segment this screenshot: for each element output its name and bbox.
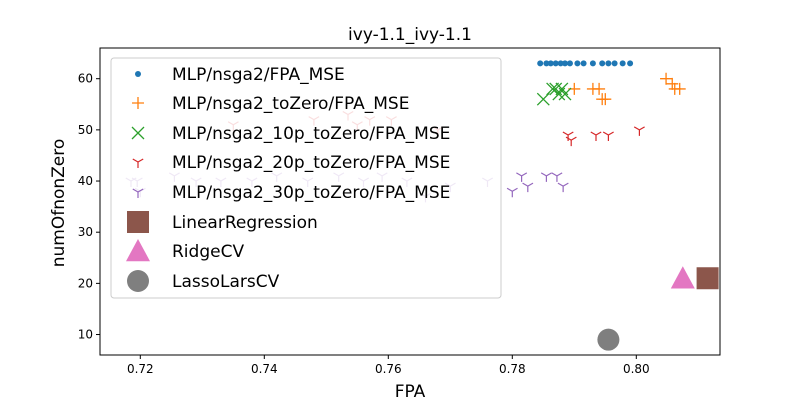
point-7-0 — [597, 328, 620, 351]
point-6-0 — [670, 266, 695, 289]
legend-marker — [131, 126, 145, 140]
y-axis: 10 20 30 40 50 60 — [78, 72, 100, 342]
legend-marker — [126, 239, 150, 262]
x-tick-label: 0.80 — [623, 362, 650, 376]
point-4-21 — [557, 182, 569, 193]
legend-entry: MLP/nsga2_30p_toZero/FPA_MSE — [132, 183, 450, 203]
point-1-4 — [599, 93, 612, 106]
legend-marker — [127, 211, 149, 233]
legend-entry: MLP/nsga2_toZero/FPA_MSE — [132, 94, 409, 114]
x-tick-label: 0.78 — [499, 362, 526, 376]
y-axis-label: numOfnonZero — [49, 139, 69, 268]
point-0-7 — [574, 60, 581, 67]
point-4-19 — [540, 172, 552, 182]
x-tick-label: 0.74 — [251, 362, 278, 376]
point-3-9 — [590, 131, 602, 141]
point-2-5 — [549, 82, 563, 96]
point-2-4 — [558, 87, 572, 101]
legend-label: LinearRegression — [172, 213, 318, 233]
point-0-0 — [537, 60, 544, 67]
y-tick-label: 30 — [78, 225, 93, 239]
point-0-13 — [619, 60, 626, 67]
point-3-8 — [565, 136, 577, 147]
x-tick-label: 0.72 — [127, 362, 154, 376]
point-0-11 — [605, 60, 612, 67]
legend: MLP/nsga2/FPA_MSE MLP/nsga2_toZero/FPA_MS… — [110, 57, 502, 299]
legend-marker — [127, 270, 149, 292]
legend-entry: MLP/nsga2/FPA_MSE — [135, 65, 345, 85]
point-0-9 — [589, 60, 596, 67]
point-4-16 — [506, 187, 518, 198]
legend-entry: MLP/nsga2_20p_toZero/FPA_MSE — [132, 153, 450, 173]
point-0-14 — [627, 60, 634, 67]
legend-label: MLP/nsga2_30p_toZero/FPA_MSE — [172, 183, 450, 203]
legend-label: MLP/nsga2_10p_toZero/FPA_MSE — [172, 124, 450, 144]
y-tick-label: 60 — [78, 72, 93, 86]
y-tick-label: 50 — [78, 123, 93, 137]
legend-marker — [132, 158, 144, 168]
point-4-17 — [516, 172, 528, 182]
point-0-4 — [557, 60, 564, 67]
point-0-2 — [547, 60, 554, 67]
point-0-6 — [566, 60, 573, 67]
y-tick-label: 40 — [78, 174, 93, 188]
plot-frame — [99, 47, 721, 356]
point-2-0 — [536, 92, 550, 106]
legend-marker — [132, 188, 144, 198]
legend-entry: LinearRegression — [127, 211, 318, 233]
x-tick-label: 0.76 — [375, 362, 402, 376]
y-tick-label: 20 — [78, 276, 93, 290]
point-3-10 — [602, 131, 614, 141]
point-0-5 — [562, 60, 568, 67]
point-1-5 — [660, 72, 673, 85]
y-tick-label: 10 — [78, 328, 93, 342]
legend-box — [110, 57, 502, 299]
legend-label: LassoLarsCV — [172, 272, 280, 292]
x-axis: 0.72 0.74 0.76 0.78 0.80 — [127, 355, 650, 376]
point-0-3 — [552, 60, 559, 67]
x-axis-label: FPA — [395, 382, 426, 400]
legend-entry: MLP/nsga2_10p_toZero/FPA_MSE — [131, 124, 450, 144]
chart-title: ivy-1.1_ivy-1.1 — [348, 25, 472, 45]
point-1-2 — [593, 82, 606, 95]
legend-marker — [135, 71, 141, 77]
point-1-6 — [666, 77, 679, 90]
legend-entry: LassoLarsCV — [127, 270, 280, 292]
point-5-0 — [696, 267, 719, 290]
point-0-12 — [611, 60, 618, 67]
point-2-1 — [546, 82, 560, 96]
legend-label: RidgeCV — [172, 242, 244, 262]
legend-entry: RidgeCV — [126, 239, 244, 262]
legend-label: MLP/nsga2_20p_toZero/FPA_MSE — [172, 153, 450, 173]
point-3-11 — [633, 126, 645, 136]
legend-marker — [132, 97, 144, 109]
point-1-8 — [673, 82, 686, 95]
point-4-18 — [522, 182, 534, 193]
point-0-8 — [580, 60, 587, 67]
legend-label: MLP/nsga2/FPA_MSE — [172, 65, 345, 85]
point-0-1 — [543, 60, 550, 67]
point-0-10 — [599, 60, 606, 67]
legend-label: MLP/nsga2_toZero/FPA_MSE — [172, 94, 409, 114]
point-4-20 — [551, 172, 563, 182]
